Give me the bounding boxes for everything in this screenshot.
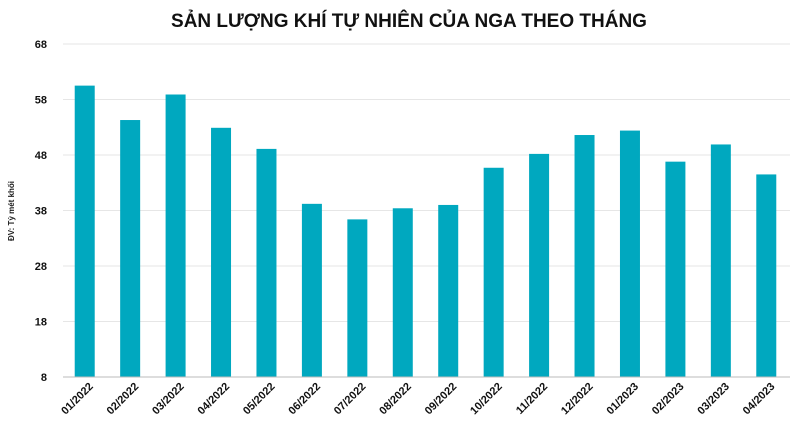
x-axis-ticks: 01/2022 02/2022 03/2022 04/2022 05/2022 06/20… (59, 381, 777, 418)
y-tick-label: 48 (35, 150, 47, 162)
x-tick-label: 04/2023 (741, 381, 778, 418)
bar-11-2022 (529, 153, 550, 377)
bar-10-2022 (483, 167, 504, 377)
bar-08-2022 (392, 208, 413, 377)
bar-09-2022 (438, 204, 459, 377)
bar-03-2023 (710, 144, 731, 377)
bar-04-2022 (211, 127, 232, 378)
x-tick-label: 04/2022 (196, 381, 233, 418)
x-tick-label: 03/2022 (150, 381, 187, 418)
bar-12-2022 (574, 135, 595, 377)
bar-02-2023 (665, 161, 686, 377)
x-tick-label: 01/2022 (59, 381, 96, 418)
y-tick-label: 68 (35, 39, 47, 51)
y-axis-ticks: 8 18 28 38 48 58 68 (35, 39, 47, 384)
bar-06-2022 (301, 203, 322, 377)
bar-01-2023 (619, 130, 640, 377)
y-tick-label: 18 (35, 317, 47, 329)
x-tick-label: 07/2022 (332, 381, 369, 418)
y-tick-label: 8 (41, 372, 47, 384)
x-tick-label: 01/2023 (604, 381, 641, 418)
y-tick-label: 58 (35, 95, 47, 107)
y-tick-label: 28 (35, 261, 47, 273)
x-tick-label: 02/2022 (105, 381, 142, 418)
bars (74, 85, 777, 378)
bar-04-2023 (756, 174, 777, 377)
x-tick-label: 12/2022 (559, 381, 596, 418)
bar-07-2022 (347, 219, 368, 377)
x-tick-label: 11/2022 (514, 381, 550, 417)
y-axis-label: ĐV: Tỷ mét khối (7, 181, 16, 241)
x-tick-label: 06/2022 (286, 381, 323, 418)
y-tick-label: 38 (35, 206, 47, 218)
bar-05-2022 (256, 148, 277, 377)
x-tick-label: 03/2023 (695, 381, 732, 418)
chart-title: SẢN LƯỢNG KHÍ TỰ NHIÊN CỦA NGA THEO THÁN… (171, 10, 647, 32)
x-tick-label: 09/2022 (423, 381, 460, 418)
x-tick-label: 10/2022 (468, 381, 505, 418)
bar-02-2022 (120, 120, 141, 377)
x-tick-label: 08/2022 (377, 381, 414, 418)
x-tick-label: 05/2022 (241, 381, 278, 418)
bar-03-2022 (165, 94, 186, 377)
bar-01-2022 (74, 85, 95, 377)
x-tick-label: 02/2023 (650, 381, 687, 418)
